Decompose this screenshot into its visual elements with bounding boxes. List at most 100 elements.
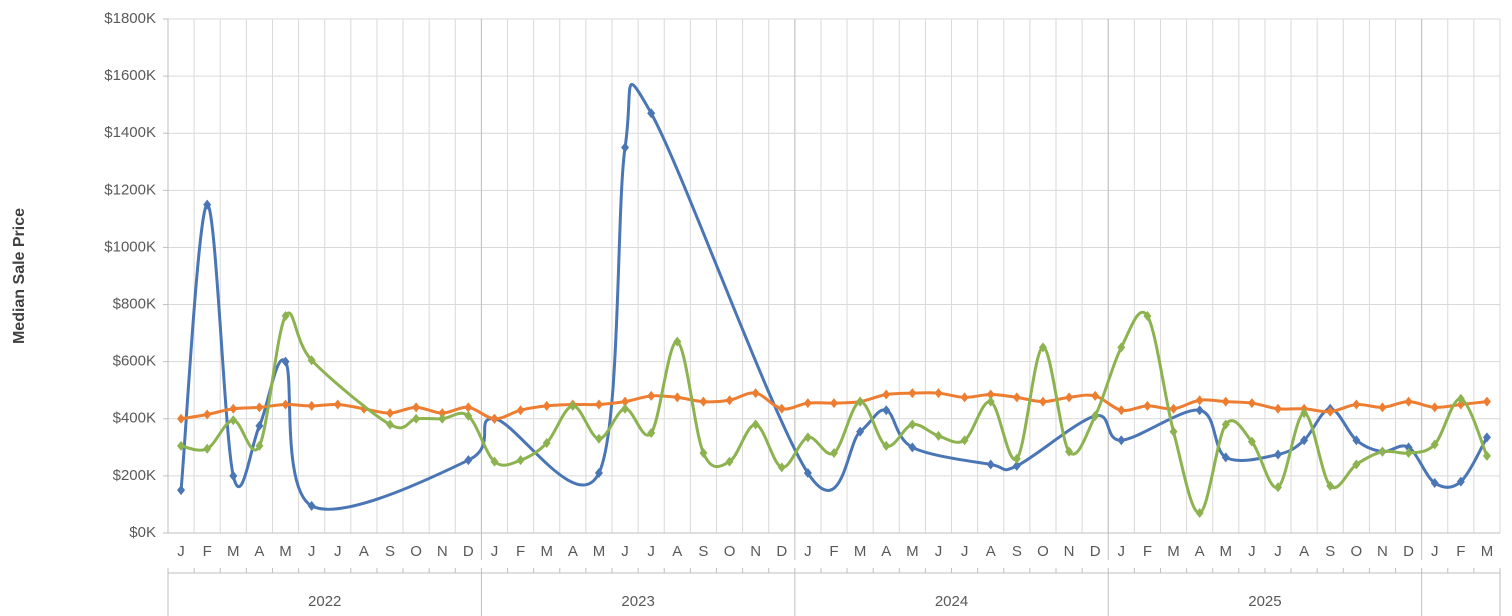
x-tick-label: A <box>881 543 891 560</box>
x-tick-label: N <box>1377 543 1388 560</box>
marker <box>1091 390 1100 401</box>
y-tick-label: $400K <box>113 410 156 427</box>
x-tick-label: A <box>359 543 369 560</box>
marker <box>229 415 238 426</box>
x-tick-label: S <box>1012 543 1022 560</box>
marker <box>1326 480 1335 491</box>
marker <box>281 399 290 410</box>
x-tick-label: O <box>410 543 422 560</box>
marker <box>1456 476 1465 487</box>
group-label: 2023 <box>621 593 654 610</box>
marker <box>307 400 316 411</box>
marker <box>177 413 186 424</box>
marker <box>908 442 917 453</box>
marker <box>986 396 995 407</box>
x-tick-label: F <box>516 543 525 560</box>
marker <box>516 455 525 466</box>
marker <box>647 108 656 119</box>
marker <box>386 408 394 419</box>
marker <box>542 400 551 411</box>
group-label: 2025 <box>1248 593 1281 610</box>
x-tick-label: S <box>698 543 708 560</box>
marker <box>255 440 264 451</box>
x-tick-label: S <box>1325 543 1335 560</box>
marker <box>960 392 969 403</box>
x-tick-label: J <box>1118 543 1126 560</box>
marker <box>882 405 891 416</box>
marker <box>1221 452 1230 463</box>
marker <box>934 388 943 399</box>
marker <box>1404 442 1413 453</box>
x-tick-label: J <box>935 543 943 560</box>
x-tick-label: F <box>1456 543 1465 560</box>
marker <box>986 459 995 470</box>
marker <box>647 428 656 439</box>
marker <box>464 455 473 466</box>
marker <box>699 396 708 407</box>
x-tick-label: J <box>1248 543 1256 560</box>
x-tick-label: M <box>1167 543 1180 560</box>
marker <box>1482 450 1491 461</box>
x-tick-label: M <box>1481 543 1494 560</box>
y-tick-label: $1800K <box>104 10 156 27</box>
y-tick-label: $1200K <box>104 181 156 198</box>
marker <box>203 409 212 420</box>
marker <box>281 310 290 321</box>
x-tick-label: A <box>1299 543 1309 560</box>
marker <box>1117 405 1126 416</box>
marker <box>464 402 473 413</box>
marker <box>1012 392 1021 403</box>
group-label: 2022 <box>308 593 341 610</box>
marker <box>464 410 473 421</box>
marker <box>1300 408 1309 419</box>
x-tick-label: D <box>776 543 787 560</box>
group-label: 2024 <box>935 593 968 610</box>
marker <box>882 389 891 400</box>
marker <box>1274 403 1282 414</box>
marker <box>594 468 603 479</box>
x-tick-label: A <box>1195 543 1205 560</box>
marker <box>1012 453 1021 464</box>
x-tick-label: O <box>1351 543 1363 560</box>
marker <box>751 419 760 430</box>
marker <box>908 388 917 399</box>
marker <box>1352 459 1361 470</box>
marker <box>1430 402 1439 413</box>
marker <box>725 395 734 406</box>
marker <box>281 356 290 367</box>
y-axis-title: Median Sale Price <box>11 208 28 344</box>
x-tick-label: O <box>1037 543 1049 560</box>
marker <box>542 438 551 449</box>
marker <box>1195 508 1204 519</box>
x-tick-label: F <box>203 543 212 560</box>
marker <box>803 432 812 443</box>
x-tick-label: M <box>227 543 240 560</box>
marker <box>856 396 865 407</box>
y-tick-label: $1600K <box>104 67 156 84</box>
marker <box>1352 435 1361 446</box>
marker <box>673 336 682 347</box>
y-tick-label: $1400K <box>104 124 156 141</box>
marker <box>307 355 316 366</box>
x-tick-label: M <box>593 543 606 560</box>
marker <box>1091 410 1100 421</box>
marker <box>594 399 603 410</box>
marker <box>1404 448 1413 459</box>
marker <box>908 419 917 430</box>
marker <box>1038 342 1047 353</box>
marker <box>177 440 186 451</box>
marker <box>777 403 786 414</box>
marker <box>621 396 630 407</box>
y-tick-label: $200K <box>113 467 156 484</box>
marker <box>1482 432 1491 443</box>
x-tick-label: J <box>1431 543 1439 560</box>
marker <box>1117 342 1126 353</box>
marker <box>986 389 995 400</box>
x-tick-label: A <box>568 543 578 560</box>
marker <box>725 456 734 467</box>
marker <box>1143 400 1152 411</box>
marker <box>751 388 760 399</box>
x-tick-label: N <box>1064 543 1075 560</box>
marker <box>1482 396 1491 407</box>
